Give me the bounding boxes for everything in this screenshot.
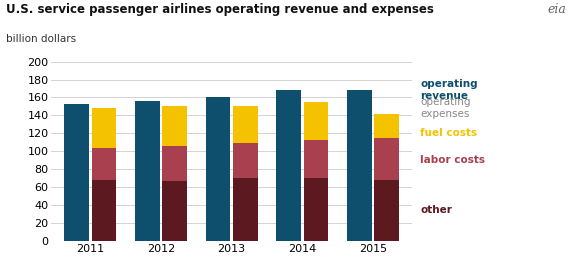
Bar: [233, 178, 258, 241]
Text: fuel costs: fuel costs: [420, 128, 478, 138]
Text: U.S. service passenger airlines operating revenue and expenses: U.S. service passenger airlines operatin…: [6, 3, 434, 16]
Bar: [135, 101, 160, 241]
Text: labor costs: labor costs: [420, 155, 486, 165]
Text: eia: eia: [547, 3, 566, 16]
Bar: [92, 108, 117, 148]
Bar: [64, 104, 89, 241]
Text: operating
revenue: operating revenue: [420, 79, 478, 101]
Bar: [162, 146, 187, 181]
Bar: [375, 115, 399, 138]
Bar: [92, 148, 117, 180]
Bar: [375, 138, 399, 180]
Bar: [92, 180, 117, 241]
Bar: [233, 106, 258, 143]
Bar: [233, 143, 258, 178]
Bar: [162, 181, 187, 241]
Bar: [375, 180, 399, 241]
Bar: [304, 102, 328, 141]
Text: operating
expenses: operating expenses: [420, 97, 471, 119]
Text: other: other: [420, 205, 452, 215]
Bar: [304, 141, 328, 178]
Bar: [347, 90, 372, 241]
Text: billion dollars: billion dollars: [6, 34, 76, 44]
Bar: [276, 90, 301, 241]
Bar: [162, 106, 187, 146]
Bar: [304, 178, 328, 241]
Bar: [205, 97, 231, 241]
